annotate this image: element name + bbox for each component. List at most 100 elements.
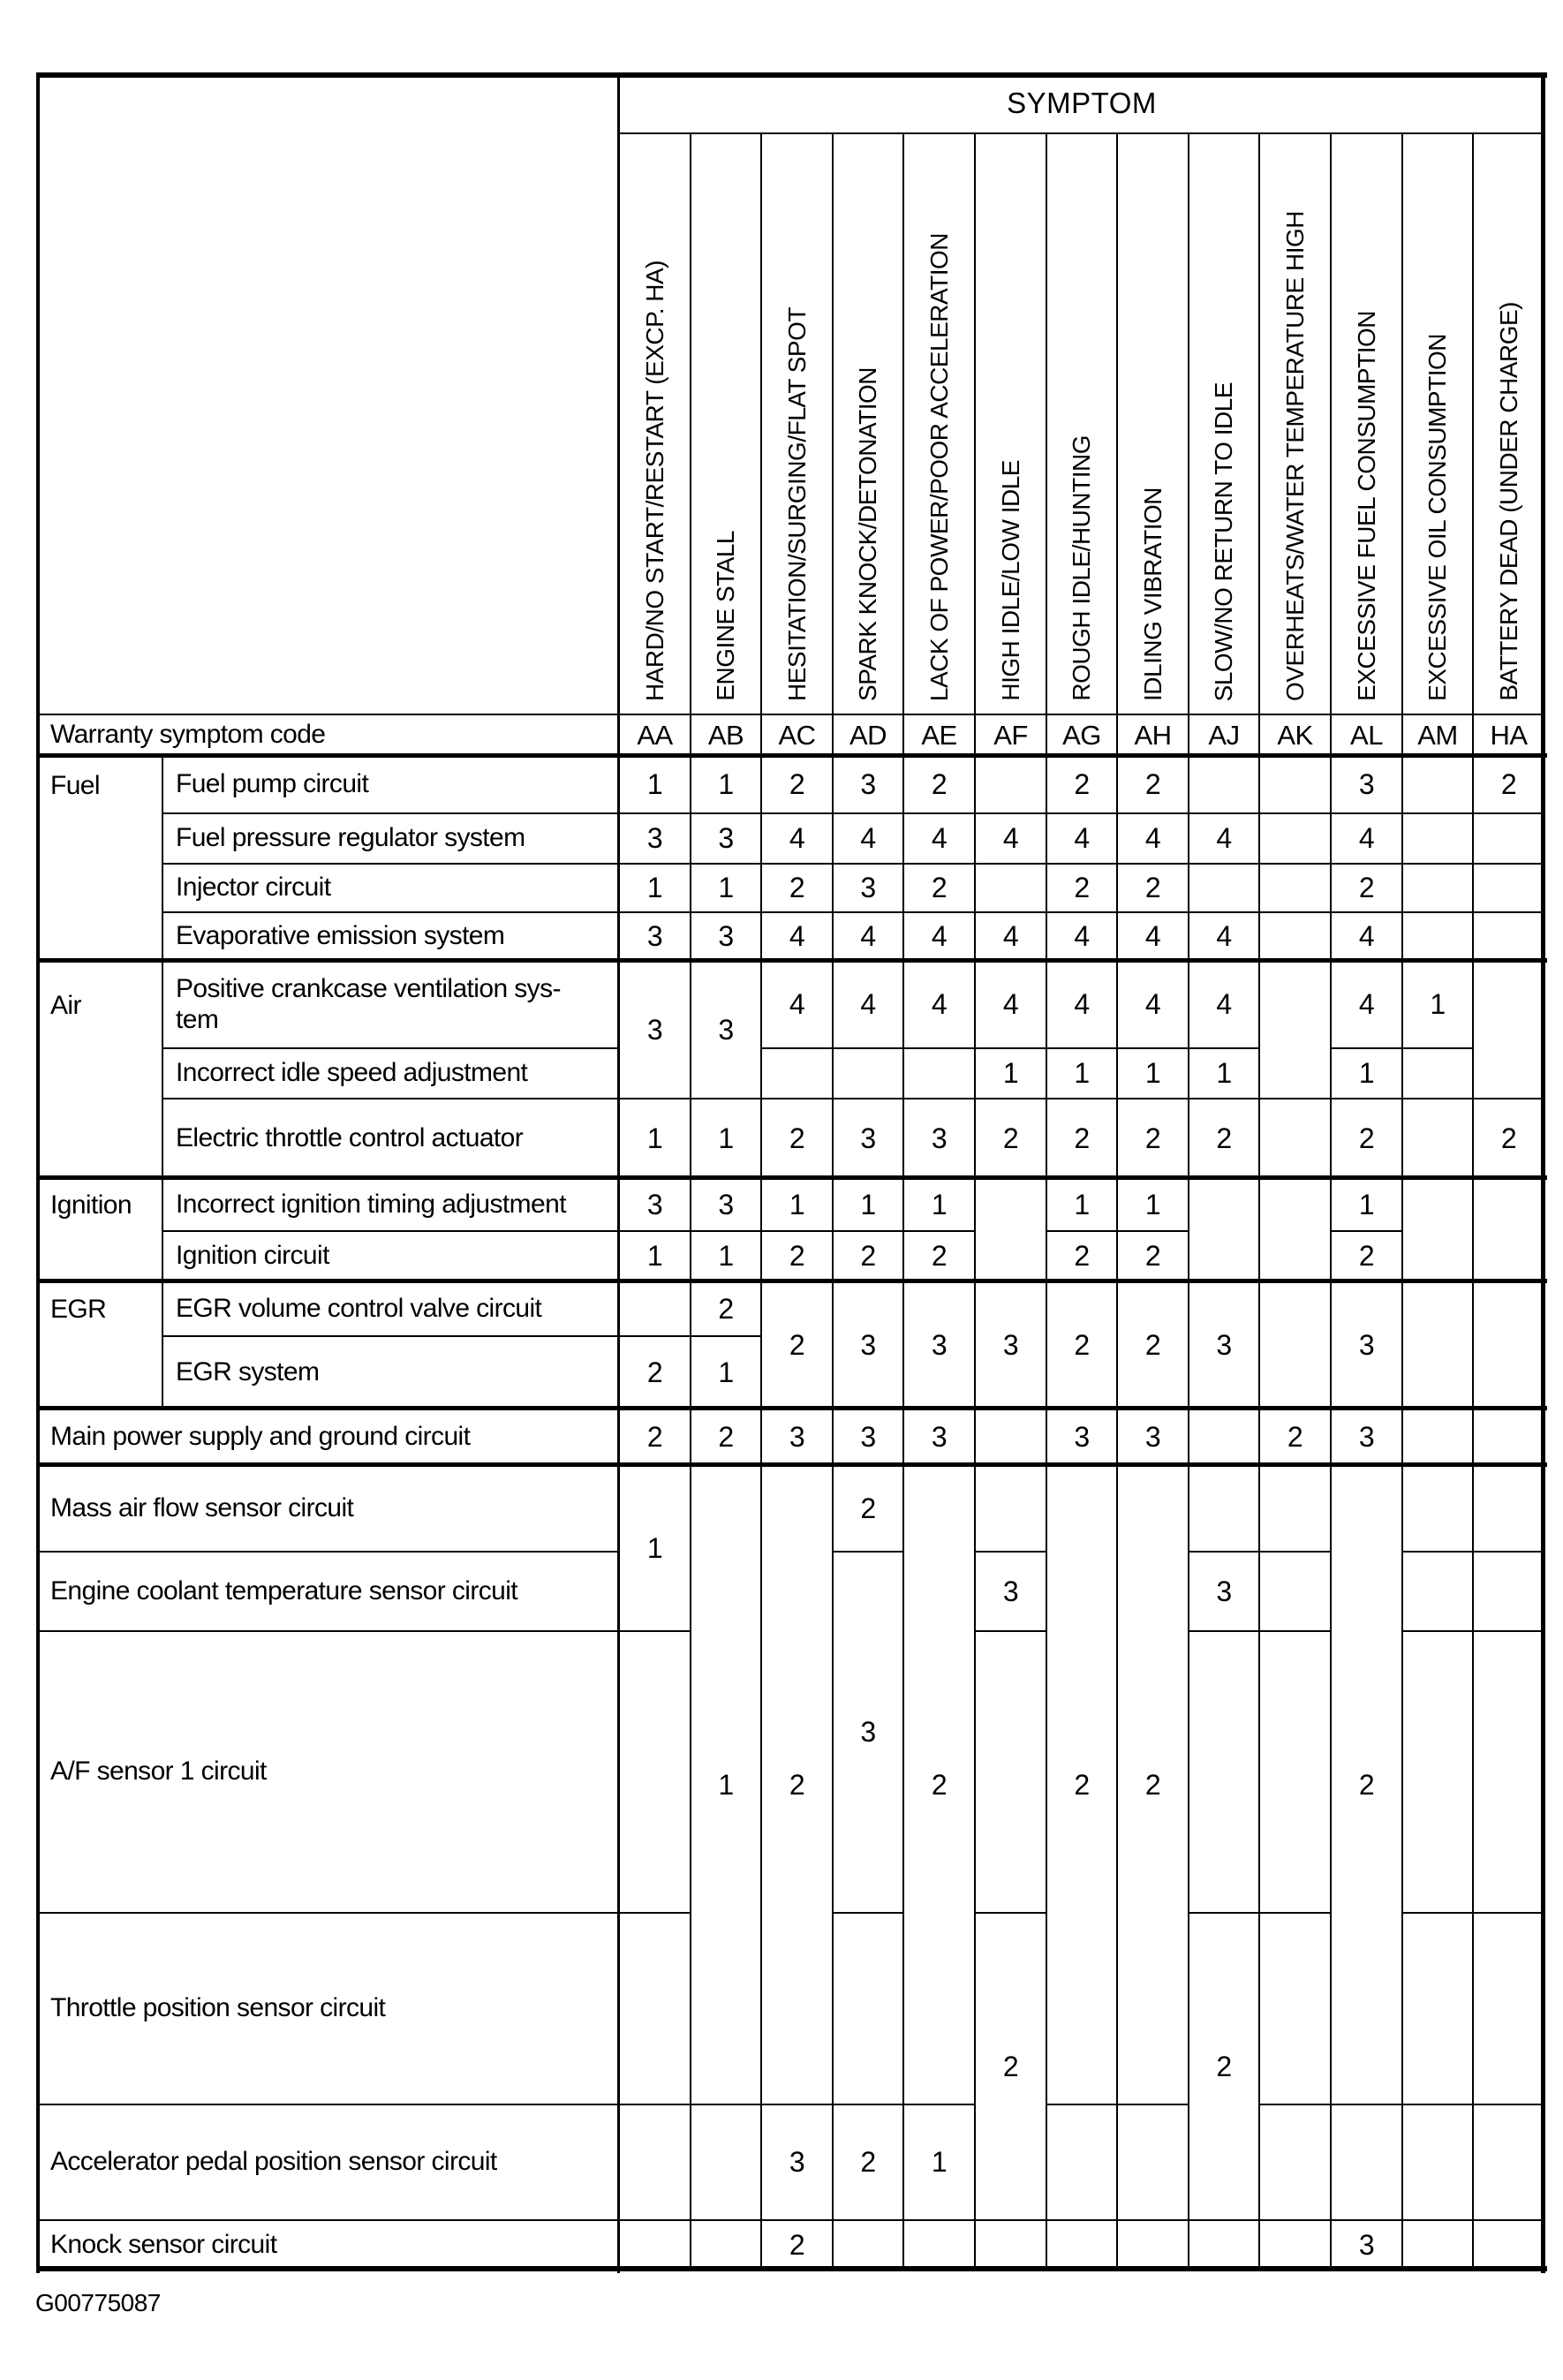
symptom-col-label-AH: IDLING VIBRATION (1138, 487, 1167, 701)
cell-AD-row12: 3 (832, 1408, 904, 1466)
cell-AM-row16 (1401, 1912, 1474, 2105)
cell-AJ-row15 (1188, 1630, 1260, 1914)
cell-AF-row15 (974, 1630, 1047, 1914)
cell-AM-row7 (1401, 1098, 1474, 1179)
cell-AF-row12 (974, 1408, 1047, 1466)
cell-AJ-row10-span2: 3 (1188, 1281, 1260, 1409)
cell-AK-row13 (1258, 1464, 1332, 1553)
symptom-col-header-AB: ENGINE STALL (690, 132, 762, 715)
cell-AL-row12: 3 (1330, 1408, 1403, 1466)
cell-AD-row2: 4 (832, 812, 904, 865)
cell-AH-row5: 4 (1116, 960, 1189, 1049)
cell-AA-row13-span2: 1 (618, 1464, 691, 1632)
cell-AE-row18 (902, 2219, 976, 2271)
warranty-code-AF: AF (974, 714, 1047, 757)
cell-AA-row1: 1 (618, 755, 691, 814)
symptom-col-label-AL: EXCESSIVE FUEL CONSUMPTION (1352, 311, 1380, 701)
table-section-divider-3 (36, 1175, 1547, 1180)
cell-HA-row17 (1472, 2104, 1545, 2221)
warranty-code-AH: AH (1116, 714, 1189, 757)
warranty-code-AD: AD (832, 714, 904, 757)
warranty-code-AM: AM (1401, 714, 1474, 757)
cell-AB-row4: 3 (690, 911, 762, 962)
cell-AG-row8: 1 (1046, 1177, 1118, 1232)
cell-AM-row8-span2 (1401, 1177, 1474, 1282)
cell-AG-row18 (1046, 2219, 1118, 2271)
cell-AJ-row8-span2 (1188, 1177, 1260, 1282)
cell-AH-row8: 1 (1116, 1177, 1189, 1232)
cell-AM-row15 (1401, 1630, 1474, 1914)
cell-AM-row13 (1401, 1464, 1474, 1553)
cell-AE-row10-span2: 3 (902, 1281, 976, 1409)
cell-AJ-row7: 2 (1188, 1098, 1260, 1179)
cell-AL-row18: 3 (1330, 2219, 1403, 2271)
cell-AC-row2: 4 (760, 812, 834, 865)
cell-AE-row1: 2 (902, 755, 976, 814)
symptom-col-label-AG: ROUGH IDLE/HUNTING (1068, 435, 1095, 701)
cell-AK-row14 (1258, 1551, 1332, 1632)
cell-AB-row8: 3 (690, 1177, 762, 1232)
cell-HA-row5-span2 (1472, 960, 1545, 1099)
cell-AA-row18 (618, 2219, 691, 2271)
cell-AL-row3: 2 (1330, 863, 1403, 913)
cell-AJ-row18 (1188, 2219, 1260, 2271)
symptom-col-label-AD: SPARK KNOCK/DETONATION (854, 367, 881, 701)
symptom-col-header-AD: SPARK KNOCK/DETONATION (832, 132, 904, 715)
warranty-code-AK: AK (1258, 714, 1332, 757)
cell-AE-row4: 4 (902, 911, 976, 962)
cell-AE-row2: 4 (902, 812, 976, 865)
cell-AD-row13: 2 (832, 1464, 904, 1553)
cell-AH-row4: 4 (1116, 911, 1189, 962)
cell-HA-row2 (1472, 812, 1545, 865)
cell-AA-row16 (618, 1912, 691, 2105)
cell-AM-row1 (1401, 755, 1474, 814)
cell-AJ-row14: 3 (1188, 1551, 1260, 1632)
warranty-code-HA: HA (1472, 714, 1545, 757)
cell-AK-row15 (1258, 1630, 1332, 1914)
cell-AB-row11: 1 (690, 1335, 762, 1409)
table-section-divider-4 (36, 1279, 1547, 1283)
cell-AK-row3 (1258, 863, 1332, 913)
cell-HA-row10-span2 (1472, 1281, 1545, 1409)
row-label-evaporative-emission-system: Evaporative emission system (162, 911, 620, 962)
symptom-col-header-AC: HESITATION/SURGING/FLAT SPOT (760, 132, 834, 715)
cell-AA-row11: 2 (618, 1335, 691, 1409)
symptom-col-header-AG: ROUGH IDLE/HUNTING (1046, 132, 1118, 715)
cell-AD-row9: 2 (832, 1230, 904, 1282)
symptom-col-label-AJ: SLOW/NO RETURN TO IDLE (1210, 382, 1237, 701)
cell-AD-row17: 2 (832, 2104, 904, 2221)
cell-HA-row8-span2 (1472, 1177, 1545, 1282)
cell-AE-row6 (902, 1047, 976, 1099)
cell-AD-row4: 4 (832, 911, 904, 962)
cell-AG-row9: 2 (1046, 1230, 1118, 1282)
cell-HA-row13 (1472, 1464, 1545, 1553)
cell-AA-row4: 3 (618, 911, 691, 962)
cell-AD-row5: 4 (832, 960, 904, 1049)
cell-AK-row5-span2 (1258, 960, 1332, 1099)
cell-AC-row5: 4 (760, 960, 834, 1049)
cell-AB-row12: 2 (690, 1408, 762, 1466)
cell-AH-row13-span4: 2 (1116, 1464, 1189, 2105)
row-label-incorrect-ignition-timing-adjustment: Incorrect ignition timing adjustment (162, 1177, 620, 1232)
cell-AK-row12: 2 (1258, 1408, 1332, 1466)
group-cell-ignition: Ignition (36, 1177, 163, 1282)
cell-AJ-row3 (1188, 863, 1260, 913)
symptom-col-header-HA: BATTERY DEAD (UNDER CHARGE) (1472, 132, 1545, 715)
symptom-col-label-HA: BATTERY DEAD (UNDER CHARGE) (1494, 302, 1522, 701)
cell-AE-row8: 1 (902, 1177, 976, 1232)
cell-AG-row4: 4 (1046, 911, 1118, 962)
cell-AD-row6 (832, 1047, 904, 1099)
figure-code: G00775087 (35, 2289, 161, 2316)
cell-AM-row6 (1401, 1047, 1474, 1099)
cell-AM-row2 (1401, 812, 1474, 865)
header-spacer-cell (36, 72, 620, 715)
group-label-air: Air (50, 990, 81, 1020)
cell-AL-row13-span4: 2 (1330, 1464, 1403, 2105)
cell-AC-row12: 3 (760, 1408, 834, 1466)
row-label-a-f-sensor-1-circuit: A/F sensor 1 circuit (36, 1630, 620, 1914)
cell-AE-row7: 3 (902, 1098, 976, 1179)
cell-AK-row18 (1258, 2219, 1332, 2271)
symptom-col-label-AB: ENGINE STALL (712, 531, 739, 701)
symptom-col-label-AF: HIGH IDLE/LOW IDLE (996, 460, 1024, 701)
cell-AC-row3: 2 (760, 863, 834, 913)
